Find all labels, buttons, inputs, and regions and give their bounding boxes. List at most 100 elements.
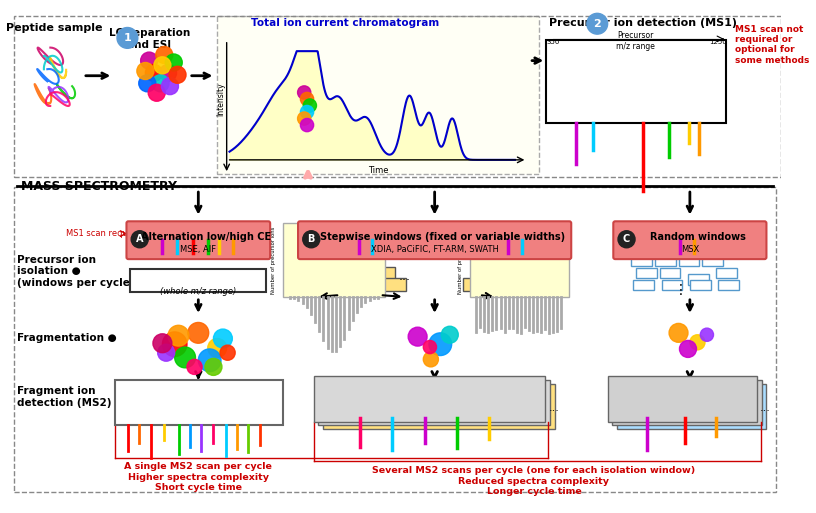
Text: Stepwise windows (fixed or variable widths): Stepwise windows (fixed or variable widt… <box>320 232 565 242</box>
Bar <box>14 187 776 491</box>
Circle shape <box>424 352 438 367</box>
Bar <box>131 269 266 292</box>
Bar <box>463 278 518 291</box>
Text: 1: 1 <box>123 33 131 43</box>
Circle shape <box>168 325 188 346</box>
Circle shape <box>700 328 713 341</box>
Text: 1250: 1250 <box>709 39 727 45</box>
Text: ...: ... <box>398 270 410 283</box>
Circle shape <box>157 344 175 361</box>
Circle shape <box>214 329 233 348</box>
Text: ⋮: ⋮ <box>673 283 687 298</box>
Bar <box>283 223 385 297</box>
Bar <box>486 255 540 269</box>
Text: XDIA, PaCiFIC, FT-ARM, SWATH: XDIA, PaCiFIC, FT-ARM, SWATH <box>370 245 499 254</box>
Text: Fragmentation ●: Fragmentation ● <box>17 332 117 343</box>
Text: Total ion current chromatogram: Total ion current chromatogram <box>251 18 439 28</box>
Text: Peptide sample: Peptide sample <box>7 23 103 33</box>
Text: Several MS2 scans per cycle (one for each isolation window)
Reduced spectra comp: Several MS2 scans per cycle (one for eac… <box>372 466 695 496</box>
Text: ...: ... <box>540 270 552 283</box>
Circle shape <box>300 119 313 132</box>
Circle shape <box>303 231 320 248</box>
Circle shape <box>298 112 311 125</box>
Text: MSX: MSX <box>681 245 699 254</box>
Circle shape <box>162 332 187 357</box>
Bar <box>655 255 676 266</box>
Bar <box>115 380 283 425</box>
Bar <box>679 255 699 266</box>
Text: ...: ... <box>760 404 771 413</box>
Circle shape <box>152 75 169 92</box>
Bar <box>688 274 709 285</box>
Text: Intensity: Intensity <box>216 83 225 116</box>
Circle shape <box>160 65 176 82</box>
Text: Number of precursor ions: Number of precursor ions <box>458 226 463 294</box>
Text: Alternation low/high CE: Alternation low/high CE <box>141 232 271 242</box>
Text: Precursor ion
isolation ●
(windows per cycle): Precursor ion isolation ● (windows per c… <box>17 255 135 288</box>
Circle shape <box>145 65 162 82</box>
Circle shape <box>690 335 705 350</box>
Text: C: C <box>623 234 630 244</box>
Circle shape <box>298 86 311 99</box>
Bar <box>633 280 654 290</box>
Circle shape <box>669 323 688 342</box>
Circle shape <box>208 339 227 358</box>
Circle shape <box>198 349 221 371</box>
FancyBboxPatch shape <box>126 221 270 259</box>
Text: MASS SPECTROMETRY: MASS SPECTROMETRY <box>20 180 176 193</box>
Circle shape <box>187 359 202 374</box>
Text: 2: 2 <box>593 19 601 29</box>
Text: m/z: m/z <box>511 225 522 230</box>
Bar <box>352 278 406 291</box>
Circle shape <box>137 63 154 80</box>
Circle shape <box>140 52 157 69</box>
Circle shape <box>169 66 186 83</box>
Bar <box>636 268 657 278</box>
Text: Precursor
m/z range: Precursor m/z range <box>615 31 654 51</box>
Circle shape <box>587 13 608 34</box>
Text: B: B <box>308 234 315 244</box>
Circle shape <box>154 57 171 74</box>
Bar <box>313 377 545 422</box>
Bar <box>718 280 739 290</box>
Bar <box>608 377 757 422</box>
Circle shape <box>680 341 697 358</box>
Bar <box>632 255 652 266</box>
Bar <box>329 255 384 269</box>
Bar <box>690 280 711 290</box>
Bar <box>318 380 550 425</box>
FancyBboxPatch shape <box>614 221 766 259</box>
Circle shape <box>205 359 222 376</box>
Text: (whole m/z range): (whole m/z range) <box>160 287 237 295</box>
Circle shape <box>149 84 165 101</box>
Circle shape <box>220 345 235 360</box>
Text: Random windows: Random windows <box>650 232 745 242</box>
Bar <box>662 280 682 290</box>
Text: Fragment ion
detection (MS2): Fragment ion detection (MS2) <box>17 386 111 408</box>
Bar <box>612 380 761 425</box>
Bar <box>323 384 555 429</box>
Circle shape <box>153 334 172 353</box>
Circle shape <box>162 77 179 94</box>
Bar <box>470 223 569 297</box>
Bar <box>340 267 395 280</box>
Circle shape <box>175 347 196 368</box>
Text: m/z: m/z <box>325 225 336 230</box>
Text: LC separation
and ESI: LC separation and ESI <box>109 28 190 50</box>
Bar <box>217 16 539 174</box>
Bar <box>659 268 681 278</box>
Text: MS1 scan required: MS1 scan required <box>66 229 144 238</box>
Bar <box>716 268 737 278</box>
Circle shape <box>424 341 437 353</box>
Circle shape <box>139 75 156 92</box>
Text: Time: Time <box>368 166 388 174</box>
Text: MS1 scan not
required or
optional for
some methods: MS1 scan not required or optional for so… <box>735 25 809 65</box>
Circle shape <box>300 105 313 119</box>
Text: ...: ... <box>548 404 559 413</box>
Text: 350: 350 <box>546 39 560 45</box>
Circle shape <box>429 333 452 356</box>
FancyBboxPatch shape <box>298 221 571 259</box>
Circle shape <box>300 92 313 106</box>
Text: Precursor ion detection (MS1): Precursor ion detection (MS1) <box>548 18 737 28</box>
Bar <box>14 16 781 177</box>
